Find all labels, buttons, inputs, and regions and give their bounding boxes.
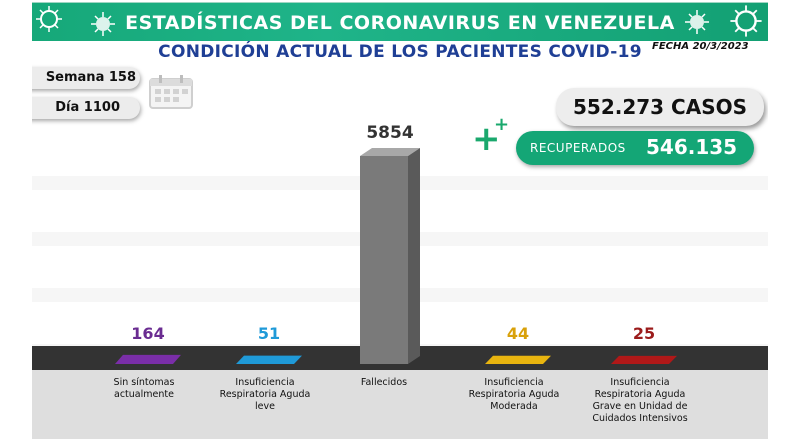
data-label: 51: [258, 324, 280, 343]
total-cases: 552.273 CASOS: [556, 88, 764, 126]
week-counter: Semana 158: [32, 67, 140, 89]
category-label: Fallecidos: [319, 377, 449, 389]
infographic-frame: ESTADÍSTICAS DEL CORONAVIRUS EN VENEZUEL…: [32, 0, 768, 445]
category-label: Insuficiencia Respiratoria Aguda Moderada: [449, 377, 579, 413]
recovered-badge: RECUPERADOS 546.135: [516, 131, 754, 165]
category-label: Sin síntomas actualmente: [79, 377, 209, 401]
category-label-line: Respiratoria Aguda: [594, 389, 686, 400]
header-banner: ESTADÍSTICAS DEL CORONAVIRUS EN VENEZUEL…: [32, 2, 768, 41]
category-label-line: Sin síntomas: [113, 377, 175, 388]
category-label-line: Cuidados Intensivos: [592, 413, 688, 424]
chart-bar-top: [360, 148, 420, 156]
chart-floor: [32, 346, 768, 370]
category-label-line: Respiratoria Aguda: [219, 389, 311, 400]
category-label-line: Fallecidos: [360, 377, 408, 388]
chart-bar: [360, 156, 408, 364]
virus-icon: [36, 6, 62, 32]
grid-band: [32, 260, 768, 274]
category-label-line: Insuficiencia: [484, 377, 544, 388]
category-label-line: leve: [255, 401, 275, 412]
chart-bar: [236, 355, 302, 364]
chart-bar: [485, 355, 551, 364]
virus-icon: [685, 10, 709, 34]
banner-title: ESTADÍSTICAS DEL CORONAVIRUS EN VENEZUEL…: [125, 12, 675, 34]
chart-bar-side: [408, 148, 420, 364]
grid-band: [32, 288, 768, 302]
recovered-value: 546.135: [646, 135, 738, 159]
data-label: 25: [633, 324, 655, 343]
data-label: 5854: [366, 123, 413, 143]
plus-icon: +: [472, 119, 501, 159]
category-label-line: Respiratoria Aguda: [468, 389, 560, 400]
grid-band: [32, 344, 768, 358]
day-counter: Día 1100: [32, 97, 140, 119]
grid-band: [32, 204, 768, 218]
data-label: 164: [131, 324, 164, 343]
category-label-line: actualmente: [114, 389, 174, 400]
grid-band: [32, 232, 768, 246]
chart-bar: [115, 354, 181, 364]
category-label-line: Insuficiencia: [235, 377, 295, 388]
calendar-icon: [149, 75, 193, 109]
virus-icon: [91, 12, 115, 36]
plus-icon: +: [494, 114, 510, 135]
category-label: Insuficiencia Respiratoria Aguda Grave en …: [575, 377, 705, 425]
grid-band: [32, 176, 768, 190]
chart-bar: [611, 355, 677, 364]
data-label: 44: [507, 324, 529, 343]
grid-band: [32, 316, 768, 330]
page-subtitle: CONDICIÓN ACTUAL DE LOS PACIENTES COVID-…: [158, 42, 642, 62]
virus-icon: [730, 5, 762, 37]
chart-base-edge: [32, 439, 768, 445]
category-label: Insuficiencia Respiratoria Aguda leve: [200, 377, 330, 413]
report-date: FECHA 20/3/2023: [652, 41, 749, 52]
category-label-line: Grave en Unidad de: [592, 401, 688, 412]
category-label-line: Moderada: [490, 401, 538, 412]
recovered-label: RECUPERADOS: [530, 141, 626, 155]
category-label-line: Insuficiencia: [610, 377, 670, 388]
